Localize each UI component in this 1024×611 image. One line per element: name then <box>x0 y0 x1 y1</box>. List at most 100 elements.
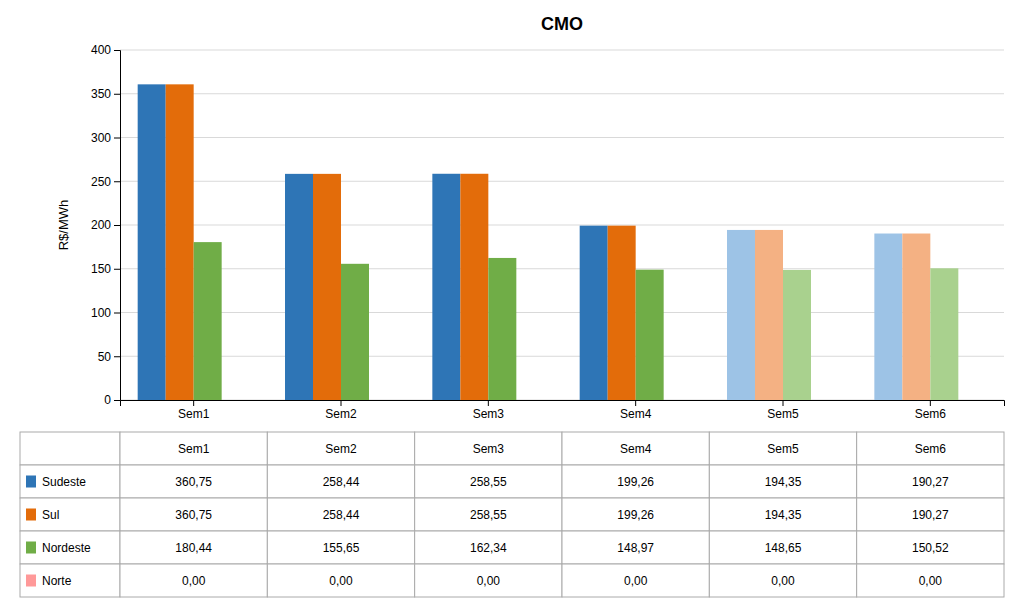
legend-swatch <box>26 575 36 587</box>
table-cell <box>120 465 267 498</box>
bar <box>608 226 636 400</box>
tick-mark <box>114 138 120 139</box>
table-value: 148,97 <box>617 541 654 555</box>
tick-label: Sem1 <box>178 407 210 421</box>
bar <box>285 174 313 400</box>
bar <box>580 226 608 400</box>
bar-series <box>166 84 931 400</box>
axis-line <box>114 51 121 401</box>
table-header: Sem3 <box>473 442 505 456</box>
tick-mark <box>193 400 194 406</box>
tick-label: Sem6 <box>915 407 947 421</box>
bar-series <box>194 242 959 400</box>
table-header: Sem1 <box>178 442 210 456</box>
tick-label: 100 <box>91 306 111 320</box>
table-header: Sem5 <box>767 442 799 456</box>
table-value: 190,27 <box>912 508 949 522</box>
bar <box>166 84 194 400</box>
grid-line <box>120 312 1004 313</box>
legend-swatch <box>26 509 36 521</box>
table-cell <box>562 498 709 531</box>
bar <box>488 258 516 400</box>
tick-mark <box>114 269 120 270</box>
tick-label: 150 <box>91 262 111 276</box>
tick: Sem4 <box>620 400 652 421</box>
table: Sem1Sem2Sem3Sem4Sem5Sem6Sudeste360,75258… <box>20 432 1004 597</box>
table-cell <box>709 531 856 564</box>
axis-line <box>121 401 1005 407</box>
table-value: 0,00 <box>771 574 795 588</box>
tick: 50 <box>98 350 120 364</box>
bar <box>222 400 250 401</box>
grid <box>120 50 1004 400</box>
bar <box>341 264 369 400</box>
x-axis: Sem1Sem2Sem3Sem4Sem5Sem6 <box>121 400 1005 421</box>
table-value: 360,75 <box>175 475 212 489</box>
table-cell <box>415 465 562 498</box>
table-cell <box>562 465 709 498</box>
bar <box>636 270 664 400</box>
tick-mark <box>114 225 120 226</box>
tick: Sem6 <box>915 400 947 421</box>
bar <box>755 230 783 400</box>
table-cell <box>562 564 709 597</box>
bar <box>138 84 166 400</box>
table-cell <box>267 498 414 531</box>
table-value: 0,00 <box>919 574 943 588</box>
table-value: 199,26 <box>617 475 654 489</box>
table-cell <box>120 564 267 597</box>
tick: 100 <box>91 306 120 320</box>
tick-label: 0 <box>104 393 111 407</box>
tick: 300 <box>91 131 120 145</box>
legend-swatch <box>26 542 36 554</box>
grid-line <box>120 137 1004 138</box>
bar <box>664 400 692 401</box>
table-value: 155,65 <box>323 541 360 555</box>
table-cell <box>415 564 562 597</box>
table-cell <box>20 564 120 597</box>
chart: 050100150200250300350400Sem1Sem2Sem3Sem4… <box>0 0 1024 611</box>
tick-mark <box>783 400 784 406</box>
bar <box>313 174 341 400</box>
bar <box>930 268 958 400</box>
table-cell <box>267 465 414 498</box>
bar <box>811 400 839 401</box>
table-cell <box>709 432 856 465</box>
table-cell <box>20 531 120 564</box>
tick-mark <box>488 400 489 406</box>
table-cell <box>20 465 120 498</box>
table-value: 0,00 <box>477 574 501 588</box>
table-cell <box>415 531 562 564</box>
tick: 200 <box>91 218 120 232</box>
legend-label: Sudeste <box>42 475 86 489</box>
grid-line <box>120 356 1004 357</box>
grid-line <box>120 50 1004 51</box>
tick-mark <box>114 181 120 182</box>
tick-mark <box>341 400 342 406</box>
tick: 400 <box>91 43 120 57</box>
tick: Sem1 <box>178 400 210 421</box>
bar <box>902 234 930 400</box>
tick-mark <box>114 356 120 357</box>
table-value: 180,44 <box>175 541 212 555</box>
tick-label: 250 <box>91 175 111 189</box>
tick-mark <box>114 313 120 314</box>
tick: Sem3 <box>473 400 505 421</box>
table-cell <box>415 498 562 531</box>
table-cell <box>709 564 856 597</box>
table-value: 199,26 <box>617 508 654 522</box>
table-value: 0,00 <box>624 574 648 588</box>
tick: 250 <box>91 175 120 189</box>
table-header: Sem4 <box>620 442 652 456</box>
tick-mark <box>114 400 120 401</box>
table-value: 190,27 <box>912 475 949 489</box>
table-value: 162,34 <box>470 541 507 555</box>
tick-label: Sem5 <box>767 407 799 421</box>
table-cell <box>20 432 120 465</box>
bar <box>958 400 986 401</box>
table-value: 258,44 <box>323 508 360 522</box>
table-value: 150,52 <box>912 541 949 555</box>
table-header: Sem2 <box>325 442 357 456</box>
table-cell <box>120 531 267 564</box>
table-cell <box>267 432 414 465</box>
